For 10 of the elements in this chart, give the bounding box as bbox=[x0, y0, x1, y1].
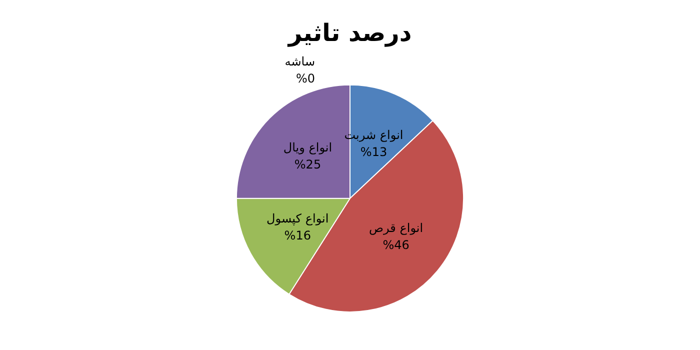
data-label: %13 bbox=[360, 145, 388, 160]
data-label: %25 bbox=[294, 158, 322, 172]
category-label: ساشه bbox=[284, 54, 315, 68]
chart-title: درصد تاثیر bbox=[287, 19, 412, 47]
slice-label: انواع کپسول bbox=[266, 212, 329, 226]
slice-label: انواع قرص bbox=[369, 220, 424, 235]
data-label: %46 bbox=[382, 238, 410, 252]
slice-label: انواع ویال bbox=[283, 140, 332, 155]
text: %0 bbox=[296, 71, 315, 86]
data-label: %16 bbox=[284, 228, 311, 243]
